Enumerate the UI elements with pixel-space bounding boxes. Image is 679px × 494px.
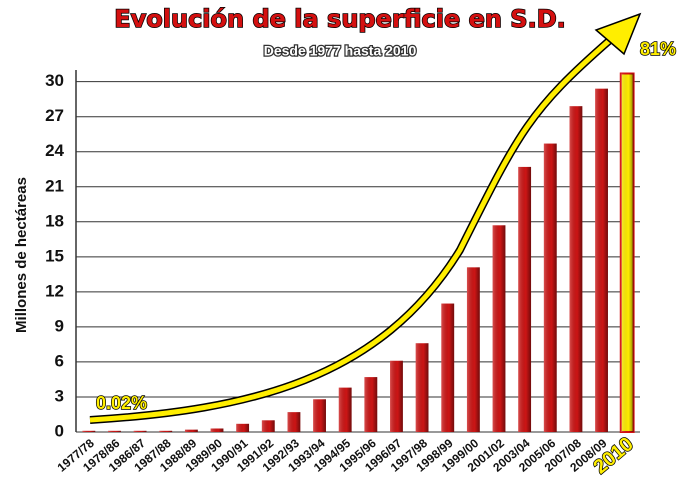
bar-shade [184, 429, 198, 432]
y-tick-label: 12 [45, 281, 64, 300]
chart-subtitle: Desde 1977 hasta 2010 [264, 43, 417, 59]
trend-arrow [89, 36, 613, 424]
bar-shade [492, 225, 506, 432]
bar-shade [133, 430, 147, 432]
bar-shade [595, 88, 608, 432]
bar-shade [338, 387, 352, 432]
y-tick-label: 24 [45, 141, 64, 160]
bar-shade [159, 430, 173, 432]
bar-shade [518, 166, 532, 432]
y-tick-label: 21 [45, 176, 64, 195]
arrow-head [594, 12, 642, 56]
y-tick-label: 9 [55, 316, 64, 335]
bar-shade [364, 377, 378, 432]
bar-shade [287, 412, 301, 432]
annotation: 81% [640, 39, 676, 59]
bar-shade [236, 423, 250, 432]
bar-shade [441, 303, 455, 432]
chart-title: Evolución de la superficie en S.D. [114, 5, 566, 33]
bar-shade [620, 73, 634, 432]
annotation: 0.02% [96, 393, 147, 413]
y-tick-label: 3 [55, 386, 64, 405]
bar-shade [569, 106, 583, 432]
bar-shade [390, 360, 403, 432]
y-tick-label: 18 [45, 211, 64, 230]
y-tick-label: 30 [45, 71, 64, 90]
bar-shade [313, 399, 326, 432]
bar-shade [210, 428, 224, 432]
trend-arrow [89, 38, 612, 423]
bar-shade [466, 267, 480, 432]
y-tick-label: 27 [45, 106, 64, 125]
bar-shade [543, 143, 557, 432]
y-tick-label: 6 [55, 351, 64, 370]
bar-shade [415, 343, 429, 432]
y-tick-label: 15 [45, 246, 64, 265]
y-tick-label: 0 [55, 421, 64, 440]
bar-shade [82, 430, 96, 432]
bar-shade [261, 420, 275, 432]
bar-shade [108, 430, 121, 432]
y-axis-label: Millones de hectáreas [13, 177, 30, 333]
